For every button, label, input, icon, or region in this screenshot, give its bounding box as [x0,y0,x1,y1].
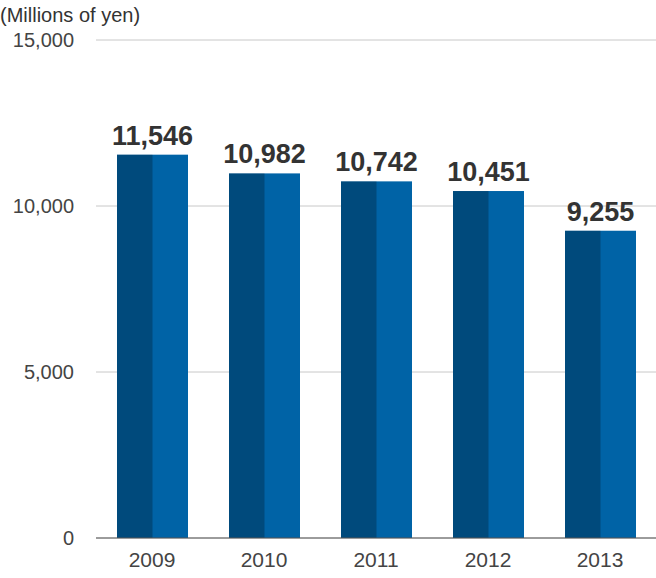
svg-text:2011: 2011 [353,548,398,571]
svg-text:2013: 2013 [577,548,624,571]
svg-text:2009: 2009 [129,548,176,571]
svg-text:5,000: 5,000 [24,361,74,383]
svg-text:0: 0 [63,527,74,549]
svg-text:10,982: 10,982 [223,139,306,169]
svg-text:2012: 2012 [465,548,512,571]
svg-text:2010: 2010 [241,548,288,571]
svg-text:10,742: 10,742 [335,147,418,177]
svg-text:9,255: 9,255 [567,197,635,227]
html-text:(Millions of yen): (Millions of yen) [0,4,140,26]
svg-text:10,451: 10,451 [447,157,530,187]
svg-text:11,546: 11,546 [112,121,193,151]
svg-text:10,000: 10,000 [13,195,74,217]
svg-text:15,000: 15,000 [13,29,74,51]
